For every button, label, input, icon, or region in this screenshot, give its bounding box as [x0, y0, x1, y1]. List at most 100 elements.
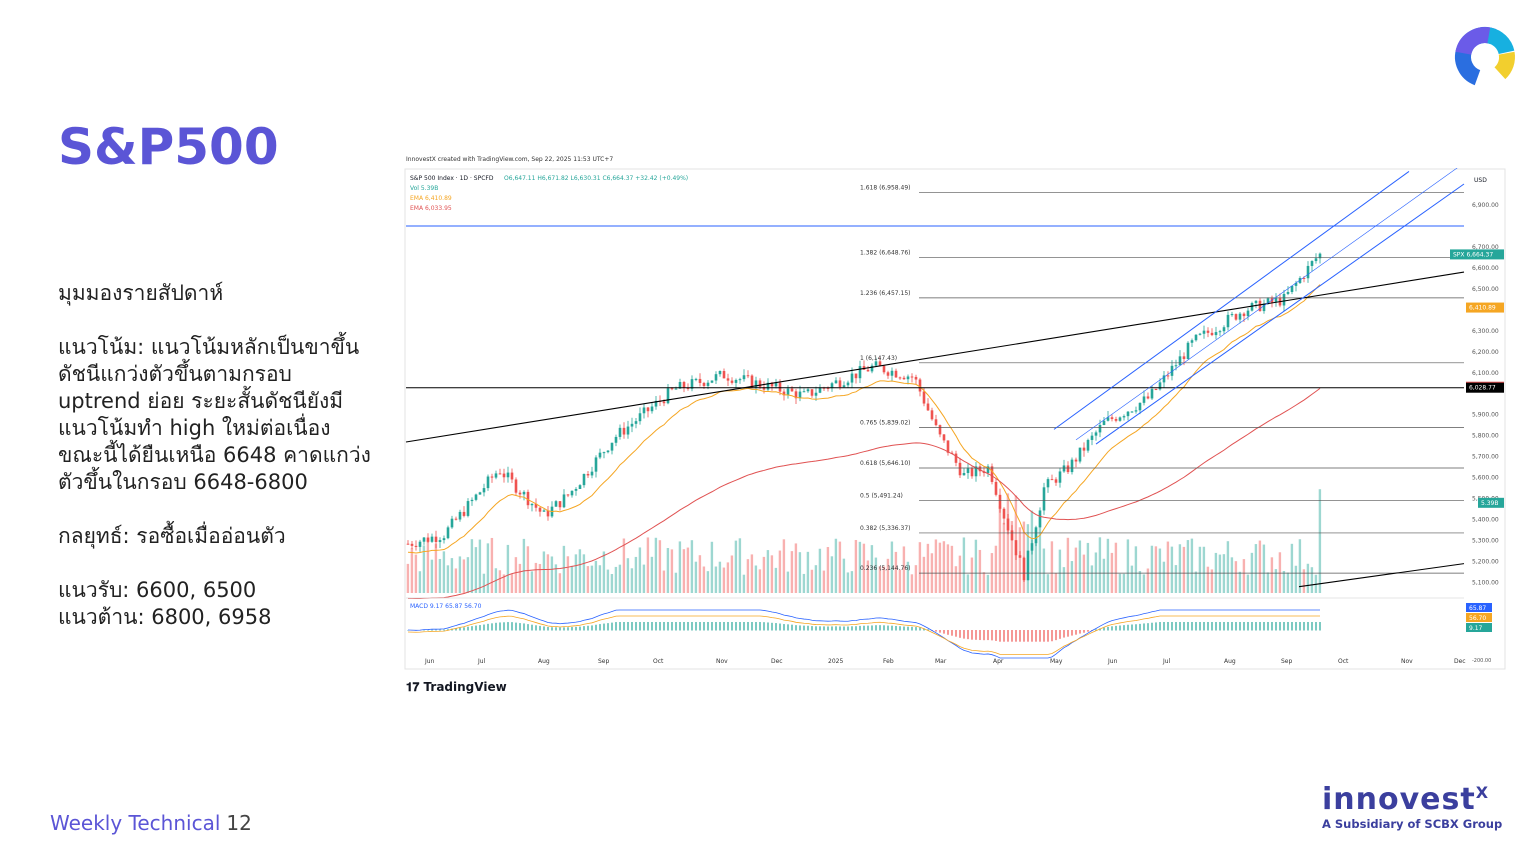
candle-body [490, 476, 494, 478]
macd-histogram-bar [535, 625, 537, 631]
macd-histogram-bar [527, 624, 529, 631]
candle-body [626, 426, 630, 435]
volume-bar [626, 558, 630, 593]
macd-histogram-bar [791, 624, 793, 631]
candle-body [566, 494, 570, 496]
fib-level-label: 0.765 (5,839.02) [860, 420, 910, 427]
trend-line: แนวโน้ม: แนวโน้มหลักเป็นขาขึ้น [58, 335, 360, 359]
volume-bar [826, 547, 830, 593]
volume-bar [1122, 573, 1126, 593]
volume-bar [582, 554, 586, 593]
macd-histogram-bar [695, 622, 697, 631]
volume-bar [914, 565, 918, 593]
volume-bar [1238, 571, 1242, 593]
trend-line: ตัวขึ้นในกรอบ 6648-6800 [58, 470, 308, 494]
candle-body [1074, 459, 1078, 462]
macd-histogram-bar [1291, 622, 1293, 631]
volume-bar [942, 541, 946, 593]
macd-histogram-bar [515, 622, 517, 631]
volume-bar [1198, 546, 1202, 593]
volume-bar [978, 549, 982, 593]
volume-bar [654, 537, 658, 593]
candle-body [990, 466, 994, 482]
analysis-heading: มุมมองรายสัปดาห์ [58, 281, 224, 305]
macd-histogram-bar [1207, 622, 1209, 631]
x-tick-label: 2025 [828, 658, 843, 665]
macd-histogram-bar [727, 622, 729, 631]
x-tick-label: Oct [653, 658, 664, 665]
macd-histogram-bar [1075, 630, 1077, 635]
macd-histogram-bar [719, 622, 721, 631]
candle-body [1242, 313, 1246, 317]
candle-body [474, 494, 478, 500]
candle-body [558, 501, 562, 508]
macd-histogram-bar [955, 630, 957, 637]
volume-bar [1130, 565, 1134, 593]
macd-histogram-bar [979, 630, 981, 641]
strategy-text: กลยุทธ์: รอซื้อเมื่ออ่อนตัว [58, 524, 286, 548]
macd-histogram-bar [799, 625, 801, 631]
candle-body [946, 440, 950, 453]
candle-body [798, 391, 802, 399]
macd-histogram-bar [1019, 630, 1021, 642]
candle-body [1310, 261, 1314, 266]
candle-body [438, 540, 442, 543]
candle-body [410, 543, 414, 546]
macd-histogram-bar [467, 626, 469, 631]
candle-body [1150, 389, 1154, 399]
page-number: 12 [226, 811, 252, 835]
candle-body [670, 388, 674, 390]
volume-bar [650, 556, 654, 593]
volume-bar [1310, 567, 1314, 593]
x-tick-label: Dec [771, 658, 783, 665]
volume-bar [498, 570, 502, 593]
macd-histogram-bar [499, 622, 501, 631]
candle-body [546, 510, 550, 517]
volume-bar [1054, 573, 1058, 593]
macd-histogram-bar [1191, 622, 1193, 631]
macd-histogram-bar [1227, 622, 1229, 631]
macd-histogram-bar [1163, 622, 1165, 631]
volume-bar [1286, 572, 1290, 593]
volume-bar [542, 551, 546, 593]
candle-body [1294, 282, 1298, 286]
macd-histogram-bar [671, 622, 673, 631]
trend-line: ดัชนีแกว่งตัวขึ้นตามกรอบ [58, 362, 292, 386]
volume-bar [734, 540, 738, 593]
macd-histogram-bar [1015, 630, 1017, 642]
macd-histogram-bar [455, 628, 457, 631]
macd-histogram-bar [443, 629, 445, 631]
volume-bar [414, 554, 418, 593]
candle-body [1122, 416, 1126, 418]
candle-body [1082, 447, 1086, 451]
macd-histogram-bar [691, 622, 693, 631]
volume-bar [1178, 544, 1182, 593]
macd-histogram-bar [1007, 630, 1009, 642]
y-tick-label: 5,700.00 [1472, 454, 1499, 461]
candle-body [514, 479, 518, 493]
candle-body [562, 494, 566, 508]
candle-body [530, 503, 534, 506]
volume-bar [810, 569, 814, 593]
candle-body [1034, 527, 1038, 544]
volume-bar [446, 565, 450, 593]
volume-bar [838, 541, 842, 593]
candle-body [830, 383, 834, 389]
macd-histogram-bar [435, 629, 437, 631]
macd-histogram-bar [819, 626, 821, 631]
volume-bar [918, 542, 922, 593]
macd-histogram-bar [587, 625, 589, 631]
x-tick-label: Feb [883, 658, 894, 665]
candle-body [1314, 258, 1318, 262]
volume-bar [590, 565, 594, 593]
macd-histogram-bar [591, 625, 593, 631]
macd-histogram-bar [675, 622, 677, 631]
macd-histogram-bar [1215, 622, 1217, 631]
x-tick-label: Mar [935, 658, 947, 665]
macd-histogram-bar [1203, 622, 1205, 631]
volume-bar [1218, 554, 1222, 593]
macd-histogram-bar [1299, 622, 1301, 631]
volume-bar [614, 566, 618, 593]
price-tag [1450, 249, 1504, 260]
volume-bar [738, 538, 742, 593]
